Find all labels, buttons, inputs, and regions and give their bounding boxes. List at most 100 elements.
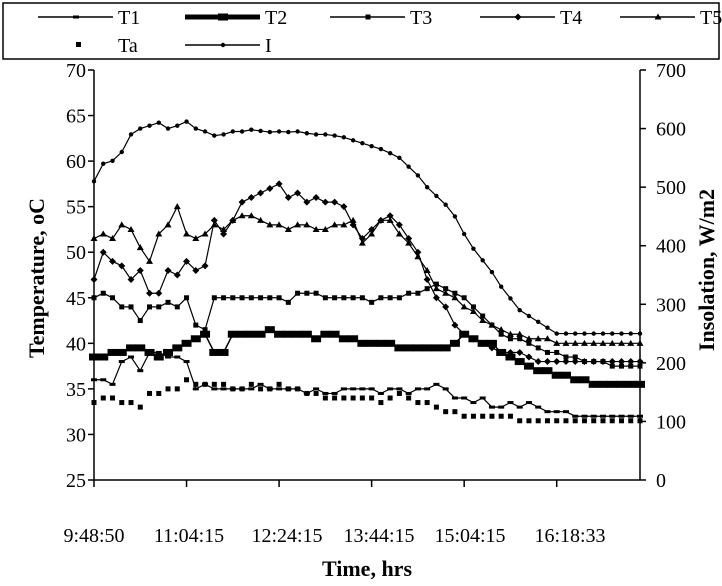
point-T2 [357, 339, 368, 347]
point-T2 [126, 344, 137, 352]
point-T2 [190, 335, 201, 343]
point-Ta [276, 381, 282, 387]
point-Ta [517, 418, 523, 424]
series-T4 [90, 180, 644, 366]
point-Ta [248, 381, 254, 387]
point-T4 [553, 358, 561, 366]
y2-tick-label: 400 [656, 236, 686, 258]
legend-label: T5 [700, 7, 722, 29]
point-T3 [609, 363, 615, 369]
point-T1 [627, 414, 634, 418]
point-Ta [387, 395, 393, 401]
point-T5 [562, 339, 570, 346]
point-Ta [378, 400, 384, 406]
point-T4 [331, 198, 339, 206]
point-T2 [431, 344, 442, 352]
point-T5 [275, 221, 283, 228]
point-T5 [506, 330, 514, 337]
y-tick-label: 25 [66, 470, 86, 492]
point-T3 [258, 295, 264, 301]
legend-label: Ta [118, 35, 138, 57]
point-T2 [209, 348, 220, 356]
point-T3 [313, 290, 319, 296]
point-I [369, 143, 374, 149]
point-T2 [403, 344, 414, 352]
y2-tick-label: 700 [656, 60, 686, 82]
point-T5 [543, 335, 551, 342]
point-T2 [181, 339, 192, 347]
point-T4 [543, 358, 551, 366]
point-I [452, 214, 458, 219]
point-T1 [165, 355, 172, 359]
point-T3 [563, 354, 569, 360]
point-T2 [533, 367, 544, 375]
point-T1 [396, 387, 403, 391]
point-I [387, 150, 393, 156]
x-tick-label: 16:18:33 [534, 525, 605, 547]
point-T1 [442, 387, 449, 391]
point-T1 [581, 414, 588, 418]
point-I [554, 331, 559, 336]
point-Ta [563, 418, 569, 424]
point-I [276, 129, 282, 134]
point-T5 [516, 330, 524, 337]
point-T2 [246, 330, 257, 338]
point-T5 [349, 216, 357, 223]
point-I [212, 133, 217, 138]
legend-label: T4 [560, 7, 582, 29]
point-T4 [488, 344, 496, 352]
point-T3 [285, 299, 291, 305]
point-T3 [156, 304, 162, 310]
y-tick-label: 45 [66, 288, 86, 310]
point-T5 [220, 225, 228, 232]
point-T4 [294, 189, 302, 197]
point-I [239, 129, 245, 134]
point-T4 [90, 276, 98, 284]
point-T4 [109, 257, 117, 265]
point-T3 [137, 318, 143, 324]
point-T1 [405, 391, 412, 395]
point-T1 [599, 414, 606, 418]
point-T5 [99, 230, 107, 237]
point-I [350, 138, 356, 143]
point-T1 [590, 414, 597, 418]
point-T3 [322, 295, 328, 301]
point-T4 [312, 194, 320, 202]
point-I [536, 319, 541, 325]
point-T5 [469, 307, 477, 314]
point-T1 [553, 410, 560, 414]
point-T3 [184, 295, 190, 301]
series-T5 [90, 203, 644, 346]
point-Ta [415, 400, 421, 406]
point-Ta [285, 386, 291, 392]
point-I [193, 126, 198, 131]
y-tick-label: 35 [66, 379, 86, 401]
y2-tick-label: 200 [656, 353, 686, 375]
point-T2 [153, 353, 164, 361]
point-I [267, 129, 273, 135]
series-T3 [91, 281, 643, 369]
point-Ta [193, 381, 199, 387]
legend-item-Ta: Ta [76, 35, 138, 57]
point-T3 [424, 286, 430, 292]
point-T4 [395, 221, 403, 229]
point-T3 [359, 295, 365, 301]
y-tick-label: 40 [66, 333, 86, 355]
point-T2 [514, 358, 525, 366]
point-T3 [507, 336, 513, 342]
point-T5 [525, 335, 533, 342]
point-Ta [480, 413, 486, 419]
point-I [600, 331, 606, 336]
point-T1 [183, 360, 190, 364]
point-I [156, 120, 161, 125]
point-T5 [405, 239, 413, 246]
series-I [91, 119, 643, 336]
point-T2 [98, 353, 109, 361]
y-tick-label: 60 [66, 151, 86, 173]
point-T4 [164, 266, 172, 274]
y-axis-title: Temperature, oC [24, 198, 49, 358]
point-I [619, 331, 624, 336]
point-I [637, 331, 643, 336]
point-T3 [572, 354, 578, 360]
point-I [526, 313, 532, 319]
